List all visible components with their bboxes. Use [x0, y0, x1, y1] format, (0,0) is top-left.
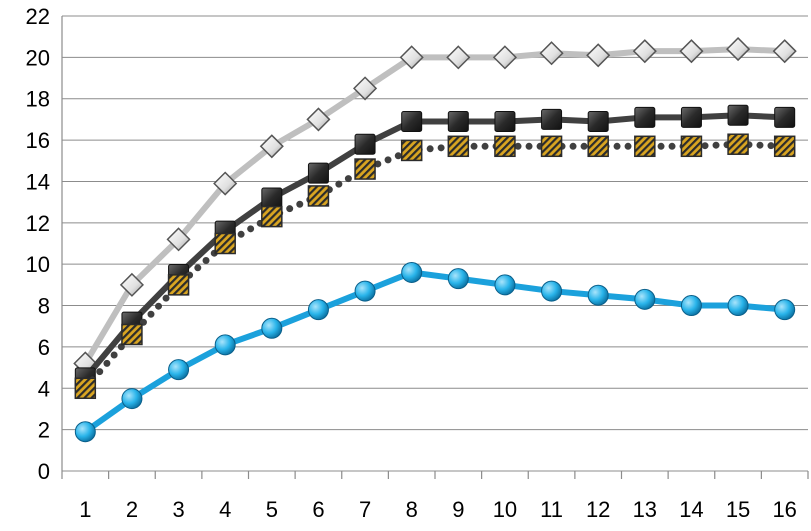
series-blue-circle: [74, 261, 796, 443]
data-point: [680, 135, 703, 158]
x-tick-label: 2: [126, 497, 138, 522]
data-point: [306, 107, 331, 132]
series-line: [82, 269, 788, 435]
y-tick-label: 14: [26, 169, 50, 194]
data-point: [307, 299, 329, 321]
data-point: [634, 288, 656, 310]
data-point: [259, 134, 284, 159]
y-tick-label: 0: [38, 459, 50, 484]
data-point: [634, 135, 656, 158]
data-point: [447, 268, 469, 290]
data-point: [168, 359, 190, 381]
data-point: [587, 135, 609, 158]
data-point: [214, 334, 236, 356]
data-point: [494, 135, 516, 158]
y-axis-tick-labels: 0 2 4 6 8 10 12 14 16 18 20 22: [26, 4, 50, 484]
y-tick-label: 22: [26, 4, 50, 29]
data-point: [634, 106, 656, 128]
data-point: [586, 43, 611, 68]
data-point: [354, 158, 376, 180]
data-point: [539, 41, 564, 66]
x-tick-label: 15: [726, 497, 750, 522]
series-gold-hatched-square: [74, 133, 796, 400]
data-point: [307, 162, 329, 184]
y-tick-label: 2: [38, 418, 50, 443]
data-point: [401, 110, 423, 132]
x-tick-label: 10: [493, 497, 517, 522]
x-tick-label: 12: [586, 497, 610, 522]
data-point: [307, 185, 330, 207]
data-point: [587, 110, 609, 132]
data-point: [494, 110, 516, 132]
y-tick-label: 16: [26, 128, 50, 153]
data-point: [74, 377, 97, 400]
x-tick-label: 3: [172, 497, 184, 522]
data-point: [679, 39, 704, 64]
data-point: [680, 295, 702, 317]
series-light-gray-diamond: [73, 37, 797, 376]
x-tick-label: 8: [406, 497, 418, 522]
data-point: [354, 133, 376, 155]
x-tick-label: 5: [266, 497, 278, 522]
data-point: [121, 388, 143, 410]
data-point: [399, 45, 424, 70]
data-point: [540, 135, 563, 158]
data-point: [772, 39, 797, 64]
data-point: [541, 280, 563, 302]
data-point: [632, 39, 657, 64]
x-tick-label: 9: [452, 497, 464, 522]
data-point: [214, 232, 236, 255]
data-point: [354, 280, 376, 302]
data-point: [773, 135, 796, 158]
x-axis-tick-labels: 1 2 3 4 5 6 7 8 9 10 11 12 13 14 15 16: [79, 497, 797, 522]
y-tick-label: 10: [26, 252, 50, 277]
data-point: [261, 187, 283, 209]
data-point: [774, 299, 796, 321]
series-line: [82, 46, 788, 367]
x-tick-label: 1: [79, 497, 91, 522]
data-point: [680, 106, 702, 128]
y-tick-label: 8: [38, 294, 50, 319]
data-point: [261, 205, 283, 228]
data-point: [213, 171, 238, 196]
data-point: [447, 110, 469, 132]
y-tick-label: 18: [26, 87, 50, 112]
x-tick-label: 4: [219, 497, 231, 522]
data-point: [541, 108, 563, 130]
data-point: [401, 261, 423, 283]
x-tick-label: 16: [772, 497, 796, 522]
series-line: [82, 112, 788, 381]
y-tick-label: 12: [26, 211, 50, 236]
data-point: [167, 274, 190, 296]
data-point: [119, 272, 144, 297]
data-point: [727, 104, 749, 126]
data-point: [774, 106, 796, 128]
x-tick-label: 14: [679, 497, 703, 522]
data-point: [166, 227, 191, 252]
data-point: [74, 421, 96, 443]
data-point: [400, 139, 423, 162]
y-tick-label: 6: [38, 335, 50, 360]
data-point: [446, 45, 471, 70]
y-tick-label: 4: [38, 376, 50, 401]
x-tick-label: 13: [633, 497, 657, 522]
data-point: [727, 295, 749, 317]
y-tick-label: 20: [26, 45, 50, 70]
data-point: [261, 317, 283, 339]
data-point: [121, 323, 143, 346]
x-tick-label: 7: [359, 497, 371, 522]
data-point: [492, 45, 517, 70]
data-point: [727, 133, 749, 155]
data-point: [447, 135, 470, 158]
x-tick-label: 11: [540, 497, 563, 522]
series-layer: [73, 37, 797, 443]
data-point: [353, 76, 378, 101]
data-point: [494, 274, 516, 296]
x-tick-label: 6: [312, 497, 324, 522]
data-point: [587, 284, 609, 306]
data-point: [726, 37, 751, 62]
